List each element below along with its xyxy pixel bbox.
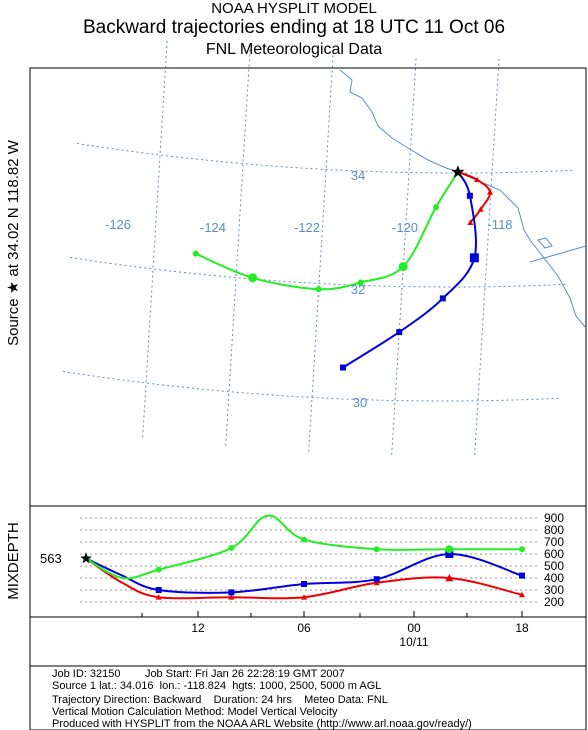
green-trajectory-point: [248, 273, 258, 283]
island-coast: [537, 237, 553, 249]
green-trajectory-point: [315, 286, 322, 293]
mixdepth-series: [80, 514, 525, 600]
map-trajectories: [192, 165, 494, 371]
blue-trajectory-point: [469, 253, 479, 263]
source-star-marker: [80, 552, 92, 564]
parallel-line: [62, 371, 562, 402]
latitude-label: 34: [351, 168, 365, 183]
title-line-1: NOAA HYSPLIT MODEL: [211, 0, 377, 17]
red-mixdepth-point: [519, 591, 525, 598]
red-mixdepth-point: [445, 574, 454, 582]
red-trajectory-point: [477, 206, 484, 212]
coastline: [339, 69, 587, 329]
mixdepth-frame: [29, 505, 587, 618]
red-mixdepth-point: [301, 594, 307, 600]
latitude-label: 30: [353, 395, 367, 410]
footer-line-3: Trajectory Direction: Backward Duration:…: [52, 694, 388, 706]
blue-mixdepth-line: [85, 552, 523, 594]
green-trajectory-point: [432, 204, 439, 211]
title-line-3: FNL Meteorological Data: [205, 41, 383, 58]
border-line: [529, 245, 587, 263]
blue-trajectory-point: [396, 329, 403, 336]
map-labels: -126 -124 -122 -120 -118 34 32 30: [105, 168, 513, 410]
parallel-line: [69, 257, 569, 288]
mixdepth-tick-label: 700: [544, 535, 564, 549]
red-trajectory-point: [474, 176, 481, 183]
green-trajectory-point: [192, 250, 199, 257]
parallel-line: [76, 143, 576, 174]
red-trajectory-point: [487, 189, 494, 195]
red-mixdepth-point: [228, 594, 235, 600]
mixdepth-tick-label: 500: [544, 559, 564, 573]
blue-trajectory-point: [340, 364, 347, 371]
green-mixdepth-point: [301, 536, 307, 543]
red-trajectory-point: [467, 219, 474, 225]
meridian-line: [391, 58, 417, 458]
meridian-line: [308, 55, 334, 455]
map-grid: [62, 40, 576, 458]
date-label: 10/11: [399, 635, 428, 649]
blue-trajectory: [342, 171, 477, 369]
mixdepth-label: MIXDEPTH: [5, 522, 22, 600]
time-tick-label: 06: [297, 621, 311, 635]
green-trajectory-point: [357, 279, 364, 286]
green-mixdepth-line: [85, 514, 522, 580]
meridian-line: [142, 40, 168, 441]
mixdepth-tick-label: 900: [544, 511, 564, 525]
longitude-label: -122: [294, 220, 320, 235]
title-line-2: Backward trajectories ending at 18 UTC 1…: [82, 17, 506, 38]
mixdepth-tick-label: 600: [544, 547, 564, 561]
blue-mixdepth-point: [155, 587, 162, 593]
longitude-label: -126: [105, 217, 131, 232]
footer-line-1: Job ID: 32150 Job Start: Fri Jan 26 22:2…: [52, 668, 345, 680]
footer-line-4: Vertical Motion Calculation Method: Mode…: [52, 706, 338, 718]
longitude-label: -120: [392, 220, 418, 235]
time-tick-label: 00: [407, 621, 421, 635]
longitude-label: -118: [487, 217, 512, 232]
source-label: Source ★ at 34.02 N 118.82 W: [5, 139, 22, 346]
blue-mixdepth-point: [445, 550, 454, 558]
blue-trajectory-point: [466, 192, 473, 199]
green-mixdepth-point: [155, 566, 162, 573]
mixdepth-tick-label: 800: [544, 523, 564, 537]
mixdepth-tick-label: 200: [544, 595, 564, 609]
green-mixdepth-point: [373, 546, 380, 553]
green-mixdepth-point: [445, 545, 454, 554]
meridian-line: [474, 58, 500, 458]
footer-frame: [29, 665, 587, 730]
blue-mixdepth-point: [301, 581, 307, 587]
mixdepth-tick-label: 400: [544, 571, 564, 585]
blue-mixdepth-point: [228, 589, 235, 596]
red-mixdepth-point: [373, 579, 380, 586]
green-mixdepth-point: [519, 546, 525, 553]
blue-trajectory-point: [439, 295, 446, 302]
red-mixdepth-point: [155, 594, 162, 600]
time-tick-label: 12: [191, 621, 205, 635]
green-mixdepth-point: [228, 545, 235, 551]
map-frame: [29, 67, 587, 507]
source-star-marker: [451, 165, 465, 178]
mixdepth-value: 563: [40, 551, 62, 566]
meridian-line: [225, 49, 251, 449]
red-mixdepth-line: [85, 557, 523, 600]
green-trajectory: [195, 171, 459, 291]
longitude-label: -124: [200, 220, 226, 235]
footer-line-5: Produced with HYSPLIT from the NOAA ARL …: [52, 718, 472, 730]
footer-line-2: Source 1 lat.: 34.016 lon.: -118.824 hgt…: [52, 680, 382, 692]
mixdepth-tick-label: 300: [544, 583, 564, 597]
blue-mixdepth-point: [519, 572, 525, 579]
time-axis: 12 06 00 18 10/11: [141, 611, 529, 649]
blue-mixdepth-point: [373, 576, 380, 583]
green-trajectory-point: [398, 262, 408, 272]
time-tick-label: 18: [515, 621, 529, 635]
latitude-label: 32: [351, 282, 365, 297]
